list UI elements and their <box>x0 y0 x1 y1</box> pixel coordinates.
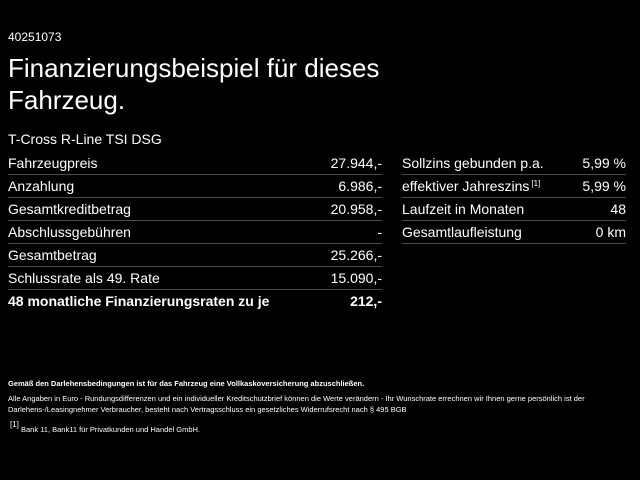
row-value: 5,99 % <box>582 178 626 194</box>
table-row: effektiver Jahreszins [1] 5,99 % <box>402 175 626 198</box>
table-row: Gesamtbetrag 25.266,- <box>8 244 382 267</box>
row-label: effektiver Jahreszins [1] <box>402 178 540 194</box>
row-label-text: Gesamtlaufleistung <box>402 224 522 240</box>
row-value: 212,- <box>350 293 382 309</box>
row-value: 6.986,- <box>338 178 382 194</box>
disclaimer: Alle Angaben in Euro - Rundungsdifferenz… <box>8 394 585 414</box>
row-label-text: Gesamtkreditbetrag <box>8 201 131 217</box>
left-table: Fahrzeugpreis 27.944,- Anzahlung 6.986,- Ges… <box>8 152 382 312</box>
row-label-text: Laufzeit in Monaten <box>402 201 525 217</box>
row-label-text: Schlussrate als 49. Rate <box>8 270 160 286</box>
footnote: [1] Bank 11, Bank11 für Privatkunden und… <box>8 420 200 434</box>
row-label: Gesamtkreditbetrag <box>8 201 131 217</box>
row-label: 48 monatliche Finanzierungsraten zu je <box>8 293 269 309</box>
table-row: Laufzeit in Monaten 48 <box>402 198 626 221</box>
table-row: Schlussrate als 49. Rate 15.090,- <box>8 267 382 290</box>
row-label: Abschlussgebühren <box>8 224 131 240</box>
row-label-text: effektiver Jahreszins <box>402 178 530 194</box>
row-value: 0 km <box>595 224 626 240</box>
row-label: Laufzeit in Monaten <box>402 201 524 217</box>
row-value: 27.944,- <box>330 155 382 171</box>
footnote-text: Bank 11, Bank11 für Privatkunden und Han… <box>21 425 200 434</box>
row-label: Schlussrate als 49. Rate <box>8 270 160 286</box>
table-row: Sollzins gebunden p.a. 5,99 % <box>402 152 626 175</box>
row-value: 5,99 % <box>582 155 626 171</box>
row-label: Anzahlung <box>8 178 74 194</box>
row-label: Fahrzeugpreis <box>8 155 98 171</box>
row-label: Gesamtbetrag <box>8 247 97 263</box>
row-label-text: Sollzins gebunden p.a. <box>402 155 544 171</box>
title: Finanzierungsbeispiel für dieses Fahrzeu… <box>8 53 380 115</box>
table-row: Fahrzeugpreis 27.944,- <box>8 152 382 175</box>
table-row: Gesamtkreditbetrag 20.958,- <box>8 198 382 221</box>
row-value: 15.090,- <box>330 270 382 286</box>
right-table: Sollzins gebunden p.a. 5,99 % effektiver J… <box>402 152 626 244</box>
row-label: Gesamtlaufleistung <box>402 224 522 240</box>
footnote-marker: [1] <box>10 420 19 429</box>
row-value: 20.958,- <box>330 201 382 217</box>
subtitle: T-Cross R-Line TSI DSG <box>8 131 162 147</box>
row-value: - <box>377 224 382 240</box>
row-label-text: Abschlussgebühren <box>8 224 131 240</box>
row-value: 25.266,- <box>330 247 382 263</box>
table-row: Anzahlung 6.986,- <box>8 175 382 198</box>
table-row: 48 monatliche Finanzierungsraten zu je 21… <box>8 290 382 312</box>
table-row: Abschlussgebühren - <box>8 221 382 244</box>
row-label-text: Anzahlung <box>8 178 75 194</box>
vehicle-id: 40251073 <box>8 30 62 44</box>
row-label: Sollzins gebunden p.a. <box>402 155 544 171</box>
row-label-text: 48 monatliche Finanzierungsraten zu je <box>8 293 270 309</box>
insurance-notice: Gemäß den Darlehensbedingungen ist für d… <box>8 379 365 388</box>
row-label-text: Fahrzeugpreis <box>8 155 98 171</box>
row-label-text: Gesamtbetrag <box>8 247 97 263</box>
table-row: Gesamtlaufleistung 0 km <box>402 221 626 244</box>
footnote-ref: [1] <box>531 179 541 188</box>
row-value: 48 <box>610 201 626 217</box>
